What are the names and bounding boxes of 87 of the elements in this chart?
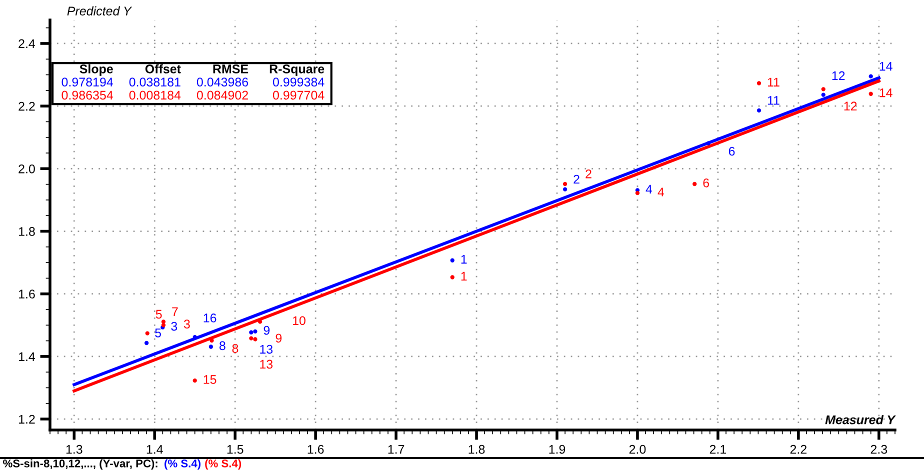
annotation: 13 — [260, 344, 273, 354]
annotation: 0.999384 — [272, 78, 324, 86]
point — [635, 188, 640, 192]
annotation: 0.008184 — [129, 90, 181, 100]
annotation: 7 — [172, 307, 178, 316]
annotation: 0.986354 — [62, 90, 114, 100]
annotation: 1 — [461, 272, 467, 280]
annotation: 13 — [260, 360, 273, 369]
annotation: 0.997704 — [272, 90, 324, 100]
point — [868, 92, 873, 96]
y-tick-label: 2.2 — [18, 102, 35, 111]
y-tick-label: 1.8 — [18, 227, 35, 236]
annotation: 15 — [204, 375, 216, 384]
annotation: 9 — [264, 326, 270, 335]
point — [258, 320, 262, 324]
point — [450, 275, 454, 280]
y-tick-label: 1.2 — [18, 414, 35, 424]
annotation: 0.038181 — [129, 78, 180, 86]
annotation: Slope — [80, 64, 113, 76]
annotation: 6 — [728, 146, 735, 156]
x-tick-label: 1.6 — [308, 444, 324, 454]
point — [145, 331, 150, 336]
annotation: 11 — [768, 78, 780, 86]
x-tick-label: 2.0 — [629, 444, 646, 454]
point — [249, 330, 254, 334]
annotation: 3 — [184, 320, 190, 329]
point — [562, 182, 568, 186]
x-tick-label: 1.8 — [468, 444, 485, 454]
point — [161, 320, 166, 324]
annotation: 8 — [232, 344, 238, 353]
annotation: 12 — [844, 102, 857, 110]
annotation: 14 — [880, 62, 892, 71]
point — [208, 344, 214, 349]
x-tick-label: 2.1 — [710, 444, 726, 454]
text: (% S.4) — [164, 459, 200, 470]
x-tick-label: 2.3 — [870, 444, 888, 454]
annotation: 11 — [768, 96, 780, 105]
annotation: 16 — [204, 314, 216, 322]
y-axis-title: Predicted Y — [67, 6, 132, 16]
point — [144, 340, 149, 346]
annotation: 2 — [586, 170, 592, 178]
annotation: 8 — [219, 341, 226, 350]
annotation: 3 — [171, 322, 178, 331]
annotation: 2 — [574, 174, 580, 184]
point — [821, 92, 826, 97]
annotation: 1 — [461, 255, 467, 264]
point — [562, 187, 568, 192]
x-axis-title: Measured Y — [825, 415, 896, 424]
point — [868, 74, 873, 78]
annotation: 5 — [155, 328, 161, 338]
point — [706, 141, 710, 146]
annotation: 12 — [832, 71, 845, 80]
point — [756, 81, 762, 86]
point — [249, 336, 254, 340]
text: %S-sin-8,10,12,..., (Y-var, PC): — [3, 459, 158, 470]
point — [756, 108, 762, 113]
annotation: 0.043986 — [196, 78, 248, 86]
point — [450, 258, 454, 262]
x-tick-label: 1.4 — [146, 445, 163, 454]
annotation: 6 — [703, 178, 710, 188]
point — [253, 337, 258, 342]
x-tick-label: 1.9 — [549, 444, 566, 454]
point — [253, 329, 258, 334]
annotation: 0.084902 — [196, 90, 248, 100]
annotation: Offset — [145, 64, 181, 74]
y-tick-label: 1.6 — [18, 290, 35, 299]
x-tick-label: 2.2 — [790, 444, 806, 454]
annotation: 4 — [646, 184, 652, 194]
text: (% S.4) — [205, 459, 242, 470]
x-tick-label: 1.3 — [66, 444, 82, 454]
annotation: R-Square — [270, 64, 324, 76]
annotation: 10 — [292, 316, 306, 326]
point — [192, 378, 197, 383]
y-tick-label: 2.0 — [18, 164, 35, 174]
point — [821, 87, 826, 92]
x-tick-label: 1.5 — [227, 445, 244, 454]
point — [635, 190, 640, 196]
y-tick-label: 2.4 — [18, 39, 36, 48]
annotation: 4 — [658, 188, 664, 196]
y-tick-label: 1.4 — [18, 352, 36, 361]
point — [692, 182, 697, 186]
annotation: 0.978194 — [62, 78, 114, 86]
annotation: 9 — [276, 334, 282, 343]
annotation: 5 — [156, 310, 162, 319]
annotation: 14 — [880, 88, 892, 98]
x-tick-label: 1.7 — [388, 445, 404, 454]
annotation: RMSE — [213, 64, 248, 74]
